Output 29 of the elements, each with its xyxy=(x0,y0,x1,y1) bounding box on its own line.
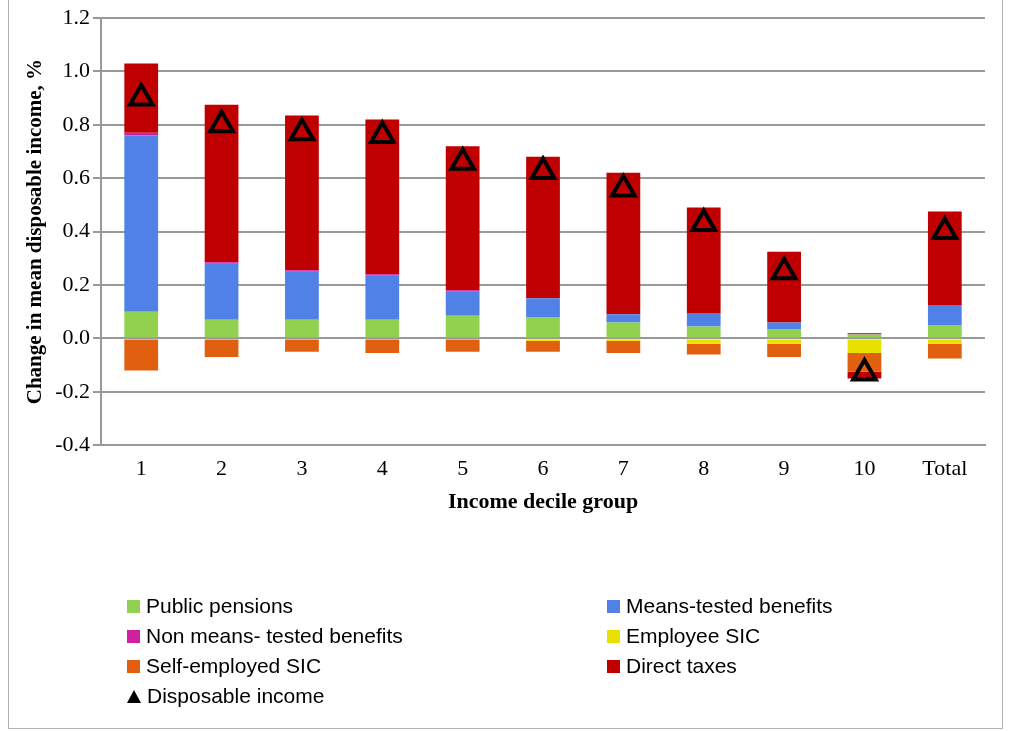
x-tick-label: 1 xyxy=(135,455,147,481)
x-tick-label: 2 xyxy=(216,455,228,481)
legend-label: Non means- tested benefits xyxy=(146,624,403,648)
x-tick-label: 6 xyxy=(537,455,549,481)
x-tick-label: Total xyxy=(922,455,968,481)
y-axis-title: Change in mean disposable income, % xyxy=(22,58,47,405)
x-tick-label: 4 xyxy=(376,455,388,481)
x-tick-label: 7 xyxy=(617,455,629,481)
x-axis-title: Income decile group xyxy=(447,488,639,514)
legend-label: Direct taxes xyxy=(626,654,737,678)
legend-label: Disposable income xyxy=(147,684,325,708)
y-tick-label: 0.4 xyxy=(62,217,91,243)
y-tick-label: 0.8 xyxy=(62,110,91,136)
y-tick-label: 1.2 xyxy=(62,3,91,29)
legend-label: Public pensions xyxy=(146,594,294,618)
legend-label: Means-tested benefits xyxy=(626,594,833,618)
y-tick-label: -0.4 xyxy=(55,430,91,456)
y-tick-label: 1.0 xyxy=(62,57,91,83)
x-tick-label: 3 xyxy=(296,455,308,481)
legend-label: Employee SIC xyxy=(626,624,761,648)
legend-label: Self-employed SIC xyxy=(146,654,322,678)
x-tick-label: 10 xyxy=(853,455,876,481)
y-tick-label: 0.2 xyxy=(62,270,91,296)
y-tick-label: 0.6 xyxy=(62,163,91,189)
y-tick-label: 0.0 xyxy=(62,324,91,350)
x-tick-label: 9 xyxy=(778,455,790,481)
x-tick-label: 8 xyxy=(698,455,710,481)
y-tick-label: -0.2 xyxy=(55,377,91,403)
x-tick-label: 5 xyxy=(457,455,469,481)
